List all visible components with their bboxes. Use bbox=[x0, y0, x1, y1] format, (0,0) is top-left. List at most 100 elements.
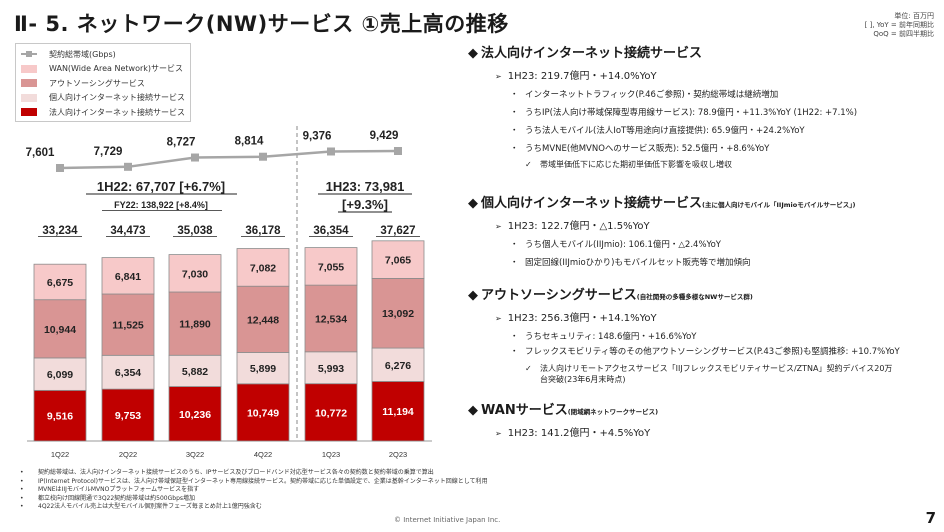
bar-value-label: 10,772 bbox=[315, 407, 347, 419]
summary-line: ➢ 1H23: 219.7億円・+14.0%YoY bbox=[495, 67, 938, 82]
dot-bullet-icon: ・ bbox=[510, 258, 519, 268]
bullet-text: インターネットトラフィック(P.46ご参照)・契約総帯域は継続増加 bbox=[525, 90, 779, 100]
footnote: • 4Q22法人モバイル売上は大型モバイル個別案件フェーズ毎まとめ計上1億円強含む bbox=[20, 503, 262, 511]
total-label: 37,627 bbox=[380, 225, 415, 237]
bandwidth-marker bbox=[259, 152, 267, 161]
commentary-panel: ◆ 法人向けインターネット接続サービス ➢ 1H23: 219.7億円・+14.0%… bbox=[468, 42, 938, 449]
x-tick-label: 2Q23 bbox=[389, 450, 407, 459]
bar-value-label: 11,890 bbox=[179, 319, 211, 331]
footnote: • 契約総帯域は、法人向けインターネット接続サービスのうち、IPサービス及びブロー… bbox=[20, 469, 434, 476]
bar-segment bbox=[371, 240, 425, 279]
legend-item-outsourcing: アウトソーシングサービス bbox=[21, 76, 190, 91]
summary-text: 1H23: 256.3億円・+14.1%YoY bbox=[507, 313, 657, 324]
footnote: • IP(Internet Protocol)サービスは、法人向け帯域保証型インタ… bbox=[20, 477, 488, 485]
arrow-bullet-icon: ➢ bbox=[495, 429, 502, 438]
bar-segment bbox=[371, 278, 425, 349]
footnote-text: MVNEはIIJモバイルMVNOプラットフォームサービスを指す bbox=[38, 486, 200, 494]
total-label: 33,234 bbox=[42, 225, 78, 237]
bar-segment bbox=[304, 247, 358, 286]
bar-segment bbox=[33, 389, 87, 442]
bar-value-label: 5,993 bbox=[318, 363, 344, 375]
legend-item-enterprise: 法人向けインターネット接続サービス bbox=[21, 105, 190, 120]
dot-bullet-icon: ・ bbox=[510, 144, 519, 154]
bullet-item: ・固定回線(IIJmioひかり)もモバイルセット販売等で増加傾向 bbox=[510, 256, 938, 268]
bullet-item: ・うちMVNE(他MVNOへのサービス販売): 52.5億円・+8.6%YoY bbox=[510, 142, 938, 154]
bullet-text: うち個人モバイル(IIJmio): 106.1億円・△2.4%YoY bbox=[525, 240, 721, 250]
unit-note: QoQ = 前四半期比 bbox=[873, 30, 934, 38]
bandwidth-value-label: 9,429 bbox=[370, 130, 399, 142]
checkmark-icon: ✓ bbox=[525, 160, 532, 169]
bar-segment bbox=[101, 257, 155, 295]
bullet-text: うち法人モバイル(法人IoT等用途向け直接提供): 65.9億円・+24.2%Y… bbox=[525, 126, 805, 136]
bar-segment bbox=[236, 285, 290, 353]
dot-bullet-icon: ・ bbox=[510, 332, 519, 342]
heading-text: アウトソーシングサービス bbox=[481, 288, 637, 303]
bar-value-label: 10,236 bbox=[179, 409, 211, 421]
bullet-text: 固定回線(IIJmioひかり)もモバイルセット販売等で増加傾向 bbox=[525, 258, 751, 268]
footnote-text: IP(Internet Protocol)サービスは、法人向け帯域保証型インター… bbox=[38, 477, 488, 485]
bar-segment bbox=[101, 293, 155, 356]
summary-text: 1H23: 141.2億円・+4.5%YoY bbox=[507, 428, 651, 439]
footnote-text: 都立校向け回線開通で3Q22契約総帯域は約500Gbps増加 bbox=[38, 494, 196, 502]
bandwidth-value-label: 7,729 bbox=[94, 146, 123, 158]
unit-notes: 単位: 百万円 [ ], YoY = 前年同期比 QoQ = 前四半期比 bbox=[865, 12, 934, 40]
bullet-item: ・フレックスモビリティ等のその他アウトソーシングサービス(P.43ご参照)も堅調… bbox=[510, 346, 905, 358]
section-enterprise-internet: ◆ 法人向けインターネット接続サービス ➢ 1H23: 219.7億円・+14.0%… bbox=[468, 42, 938, 170]
bar-value-label: 6,276 bbox=[385, 360, 411, 372]
heading-text: WANサービス bbox=[481, 403, 568, 418]
annotation-fy22: FY22: 138,922 [+8.4%] bbox=[114, 200, 208, 210]
heading-subtext: (主に個人向けモバイル「IIJmioモバイルサービス」) bbox=[702, 201, 856, 209]
bullet-text: フレックスモビリティ等のその他アウトソーシングサービス(P.43ご参照)も堅調推… bbox=[525, 347, 900, 357]
section-heading: ◆ 法人向けインターネット接続サービス bbox=[468, 42, 938, 61]
legend-swatch bbox=[21, 93, 37, 102]
dot-bullet-icon: ・ bbox=[510, 126, 519, 136]
page-title: Ⅱ- 5. ネットワーク(NW)サービス ①売上高の推移 bbox=[14, 12, 509, 36]
line-marker-icon bbox=[21, 50, 37, 58]
total-label: 36,178 bbox=[245, 225, 281, 237]
bar-segment bbox=[371, 381, 425, 442]
bar-segment bbox=[236, 248, 290, 287]
bar-value-label: 9,516 bbox=[47, 411, 73, 423]
diamond-bullet-icon: ◆ bbox=[468, 46, 478, 61]
summary-text: 1H23: 219.7億円・+14.0%YoY bbox=[507, 71, 657, 82]
annotation-1h22: 1H22: 67,707 [+6.7%] bbox=[97, 179, 225, 194]
bar-value-label: 10,944 bbox=[44, 324, 76, 336]
bar-value-label: 10,749 bbox=[247, 407, 279, 419]
dot-bullet-icon: ・ bbox=[510, 347, 519, 357]
summary-text: 1H23: 122.7億円・△1.5%YoY bbox=[507, 221, 650, 232]
bar-value-label: 7,030 bbox=[182, 268, 208, 280]
arrow-bullet-icon: ➢ bbox=[495, 72, 502, 81]
unit-note: 単位: 百万円 bbox=[894, 12, 934, 20]
summary-line: ➢ 1H23: 256.3億円・+14.1%YoY bbox=[495, 309, 938, 324]
total-label: 34,473 bbox=[110, 225, 145, 237]
bar-value-label: 5,899 bbox=[250, 363, 276, 375]
legend-item-bandwidth: 契約総帯域(Gbps) bbox=[21, 47, 190, 62]
chart-legend: 契約総帯域(Gbps) WAN(Wide Area Network)サービス ア… bbox=[15, 43, 191, 122]
check-text: 法人向けリモートアクセスサービス「IIJフレックスモビリティサービス/ZTNA」… bbox=[540, 364, 893, 384]
bandwidth-marker bbox=[56, 164, 64, 172]
total-label: 35,038 bbox=[177, 225, 213, 237]
bar-segment bbox=[236, 352, 290, 385]
bar-segment bbox=[168, 386, 222, 442]
bar-segment bbox=[304, 351, 358, 385]
bar-value-label: 6,354 bbox=[115, 367, 141, 379]
bar-segment bbox=[101, 354, 155, 390]
bar-value-label: 9,753 bbox=[115, 410, 141, 422]
x-tick-label: 3Q22 bbox=[186, 450, 204, 459]
bandwidth-marker bbox=[191, 153, 199, 162]
diamond-bullet-icon: ◆ bbox=[468, 288, 478, 303]
section-heading: ◆ 個人向けインターネット接続サービス(主に個人向けモバイル「IIJmioモバイル… bbox=[468, 192, 938, 211]
bar-segment bbox=[101, 388, 155, 442]
bullet-item: ・うち個人モバイル(IIJmio): 106.1億円・△2.4%YoY bbox=[510, 238, 938, 250]
footnotes: • 契約総帯域は、法人向けインターネット接続サービスのうち、IPサービス及びブロー… bbox=[20, 469, 488, 512]
bar-value-label: 6,841 bbox=[115, 271, 141, 283]
bullet-item: ・うち法人モバイル(法人IoT等用途向け直接提供): 65.9億円・+24.2%… bbox=[510, 124, 938, 136]
bandwidth-value-label: 9,376 bbox=[303, 130, 332, 142]
bar-value-label: 6,675 bbox=[47, 277, 73, 289]
annotation-1h23-growth: [+9.3%] bbox=[342, 197, 388, 212]
bullet-item: ・うちセキュリティ: 148.6億円・+16.6%YoY bbox=[510, 330, 938, 342]
bandwidth-value-label: 8,727 bbox=[167, 137, 196, 149]
legend-item-consumer: 個人向けインターネット接続サービス bbox=[21, 91, 190, 106]
bar-segment bbox=[33, 263, 87, 301]
x-tick-label: 1Q22 bbox=[51, 450, 69, 459]
